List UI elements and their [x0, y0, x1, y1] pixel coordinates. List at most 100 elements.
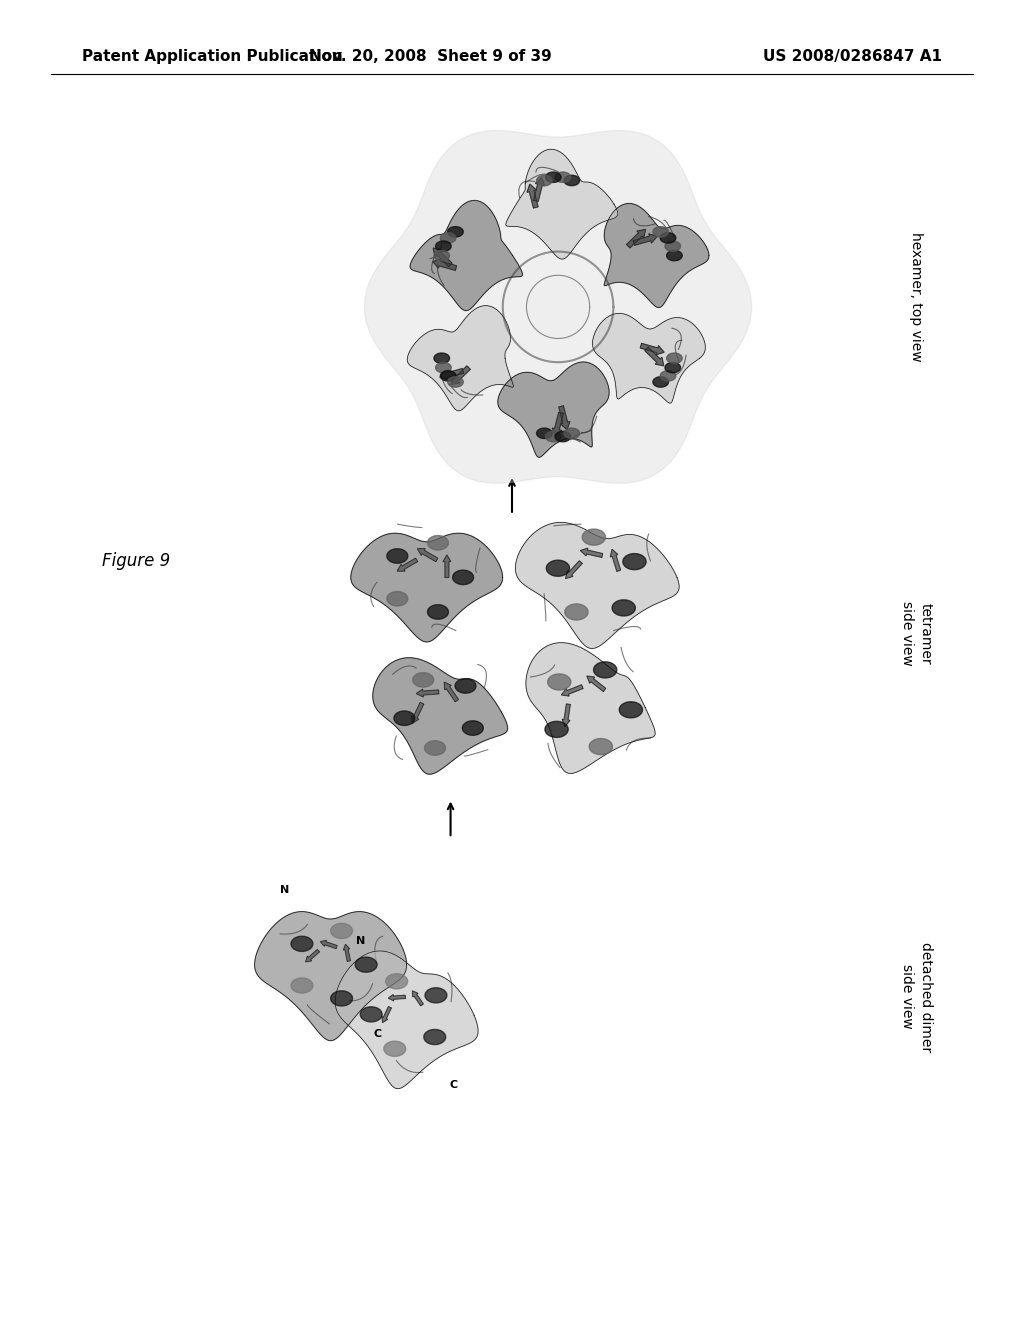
Polygon shape	[526, 276, 590, 338]
Polygon shape	[581, 548, 603, 557]
Polygon shape	[565, 561, 583, 578]
Polygon shape	[610, 549, 621, 572]
Polygon shape	[447, 227, 463, 238]
Polygon shape	[387, 549, 408, 564]
Polygon shape	[506, 149, 617, 259]
Polygon shape	[440, 371, 456, 381]
Polygon shape	[665, 363, 681, 372]
Polygon shape	[291, 936, 313, 952]
Polygon shape	[255, 912, 407, 1040]
Text: N: N	[355, 936, 365, 946]
Polygon shape	[435, 363, 452, 372]
Polygon shape	[453, 570, 473, 585]
Polygon shape	[440, 368, 464, 380]
Polygon shape	[384, 1041, 406, 1056]
Polygon shape	[428, 605, 449, 619]
Polygon shape	[425, 987, 446, 1003]
Polygon shape	[589, 738, 612, 755]
Text: C: C	[450, 1080, 457, 1089]
Text: C: C	[373, 1028, 381, 1039]
Polygon shape	[463, 721, 483, 735]
Polygon shape	[435, 242, 452, 251]
Polygon shape	[373, 657, 508, 775]
Polygon shape	[444, 682, 459, 702]
Text: detached dimer
side view: detached dimer side view	[900, 941, 933, 1052]
Polygon shape	[564, 176, 580, 186]
Text: hexamer, top view: hexamer, top view	[909, 232, 924, 362]
Polygon shape	[331, 991, 352, 1006]
Polygon shape	[653, 227, 669, 238]
Polygon shape	[388, 994, 406, 1001]
Polygon shape	[564, 428, 580, 438]
Polygon shape	[515, 523, 679, 648]
Polygon shape	[660, 371, 676, 381]
Polygon shape	[620, 702, 642, 718]
Polygon shape	[587, 676, 606, 692]
Polygon shape	[545, 721, 568, 738]
Polygon shape	[561, 685, 583, 696]
Polygon shape	[335, 950, 478, 1089]
Polygon shape	[537, 428, 552, 438]
Polygon shape	[428, 536, 449, 550]
Polygon shape	[653, 376, 669, 387]
Polygon shape	[443, 554, 451, 577]
Polygon shape	[412, 702, 424, 723]
Polygon shape	[527, 183, 539, 209]
Polygon shape	[547, 560, 569, 577]
Text: Patent Application Publication: Patent Application Publication	[82, 49, 343, 65]
Polygon shape	[645, 347, 664, 366]
Polygon shape	[387, 591, 408, 606]
Polygon shape	[526, 643, 655, 774]
Polygon shape	[424, 1030, 445, 1044]
Polygon shape	[593, 313, 706, 403]
Polygon shape	[555, 432, 570, 442]
Polygon shape	[365, 131, 752, 483]
Text: Figure 9: Figure 9	[102, 552, 171, 570]
Polygon shape	[633, 234, 657, 246]
Polygon shape	[434, 251, 450, 261]
Polygon shape	[434, 352, 450, 363]
Polygon shape	[498, 362, 609, 457]
Polygon shape	[418, 549, 438, 561]
Polygon shape	[667, 352, 682, 363]
Polygon shape	[548, 675, 571, 690]
Polygon shape	[640, 343, 665, 355]
Polygon shape	[447, 376, 463, 387]
Polygon shape	[546, 172, 561, 182]
Polygon shape	[555, 172, 570, 182]
Polygon shape	[452, 366, 470, 384]
Polygon shape	[546, 432, 561, 442]
Polygon shape	[291, 978, 313, 993]
Text: US 2008/0286847 A1: US 2008/0286847 A1	[763, 49, 942, 65]
Polygon shape	[623, 553, 646, 570]
Polygon shape	[594, 661, 616, 678]
Polygon shape	[565, 603, 588, 620]
Polygon shape	[386, 974, 408, 989]
Polygon shape	[397, 558, 418, 572]
Polygon shape	[413, 991, 423, 1006]
Polygon shape	[665, 242, 681, 251]
Polygon shape	[660, 232, 676, 243]
Polygon shape	[351, 533, 503, 642]
Polygon shape	[410, 201, 522, 310]
Polygon shape	[408, 306, 513, 411]
Polygon shape	[667, 251, 682, 261]
Polygon shape	[305, 949, 319, 962]
Polygon shape	[604, 203, 709, 308]
Polygon shape	[612, 599, 636, 616]
Polygon shape	[552, 412, 563, 436]
Polygon shape	[433, 259, 457, 271]
Polygon shape	[583, 529, 605, 545]
Polygon shape	[343, 944, 350, 961]
Polygon shape	[537, 176, 552, 186]
Polygon shape	[360, 1007, 382, 1022]
Polygon shape	[440, 232, 456, 243]
Polygon shape	[331, 923, 352, 939]
Text: N: N	[280, 886, 289, 895]
Polygon shape	[559, 405, 570, 430]
Polygon shape	[355, 957, 377, 973]
Polygon shape	[562, 704, 570, 726]
Polygon shape	[627, 230, 645, 248]
Polygon shape	[455, 678, 476, 693]
Polygon shape	[394, 711, 415, 726]
